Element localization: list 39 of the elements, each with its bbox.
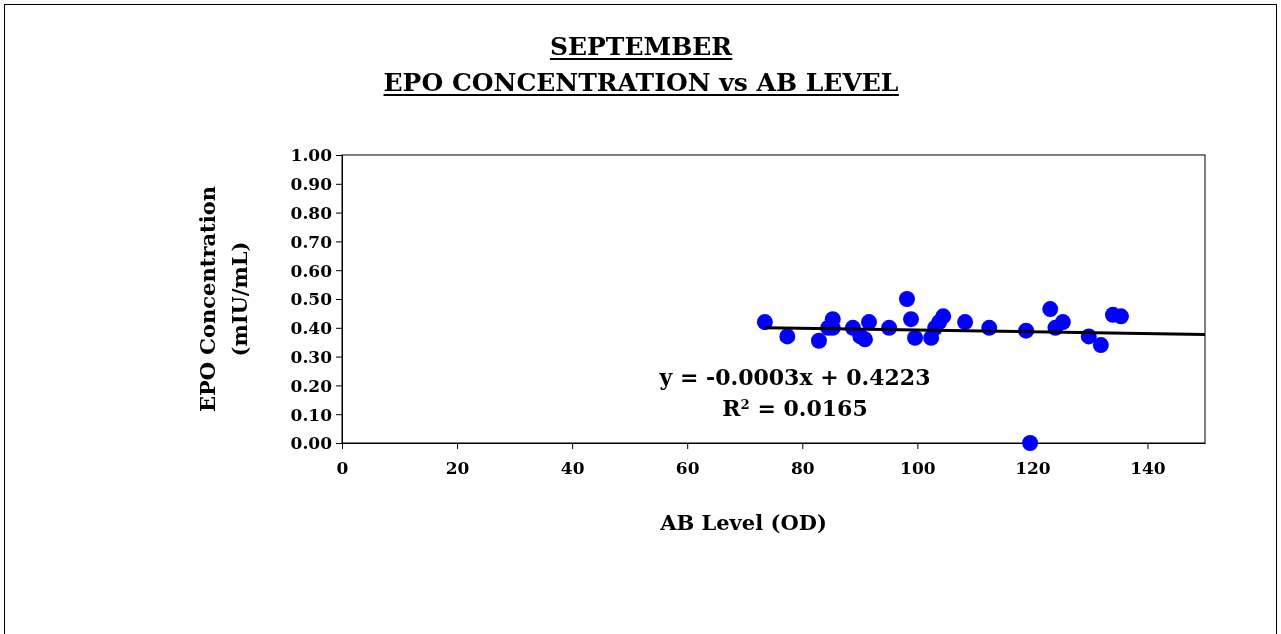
y-tick-label: 0.40: [290, 318, 333, 339]
x-tick-label: 0: [336, 458, 349, 479]
x-tick-label: 40: [560, 458, 585, 479]
point: [1022, 435, 1039, 451]
point: [810, 332, 827, 349]
point: [899, 291, 915, 307]
y-tick-label: 0.00: [290, 433, 333, 454]
x-tick-label: 100: [900, 458, 936, 479]
point: [935, 308, 952, 325]
annotation: y = -0.0003x + 0.4223: [658, 364, 931, 390]
x-tick-label: 20: [445, 458, 470, 479]
y-tick-label: 0.50: [290, 289, 333, 310]
point: [1042, 301, 1059, 318]
y-tick-label: 0.20: [290, 375, 333, 396]
x-tick-label: 140: [1130, 458, 1166, 479]
y-tick-label: 0.70: [290, 231, 333, 252]
y-tick-label: 0.30: [290, 347, 333, 368]
y-tick-label: 0.10: [290, 404, 333, 425]
y-tick-label: 0.80: [290, 203, 333, 224]
x-axis-title: AB Level (OD): [659, 510, 827, 535]
point: [779, 328, 796, 345]
y-tick-label: 0.60: [290, 260, 333, 281]
annotation: R$^{2}$ = 0.0165: [722, 395, 868, 421]
point: [907, 329, 924, 346]
chart-title: SEPTEMBER EPO CONCENTRATION vs AB LEVEL: [383, 32, 899, 97]
point: [903, 311, 919, 328]
y-tick-label: 1.00: [290, 145, 333, 166]
point: [1113, 308, 1129, 325]
point: [756, 314, 773, 330]
x-tick-label: 80: [790, 458, 815, 479]
point: [857, 331, 873, 348]
point: [861, 314, 877, 330]
x-tick-label: 60: [675, 458, 700, 479]
x-tick-label: 120: [1015, 458, 1051, 479]
y-tick-label: 0.90: [290, 174, 333, 195]
point: [1054, 314, 1071, 330]
point: [1092, 337, 1109, 354]
y-axis-title: EPO Concentration (mIU/mL): [195, 185, 252, 413]
point: [957, 314, 974, 330]
